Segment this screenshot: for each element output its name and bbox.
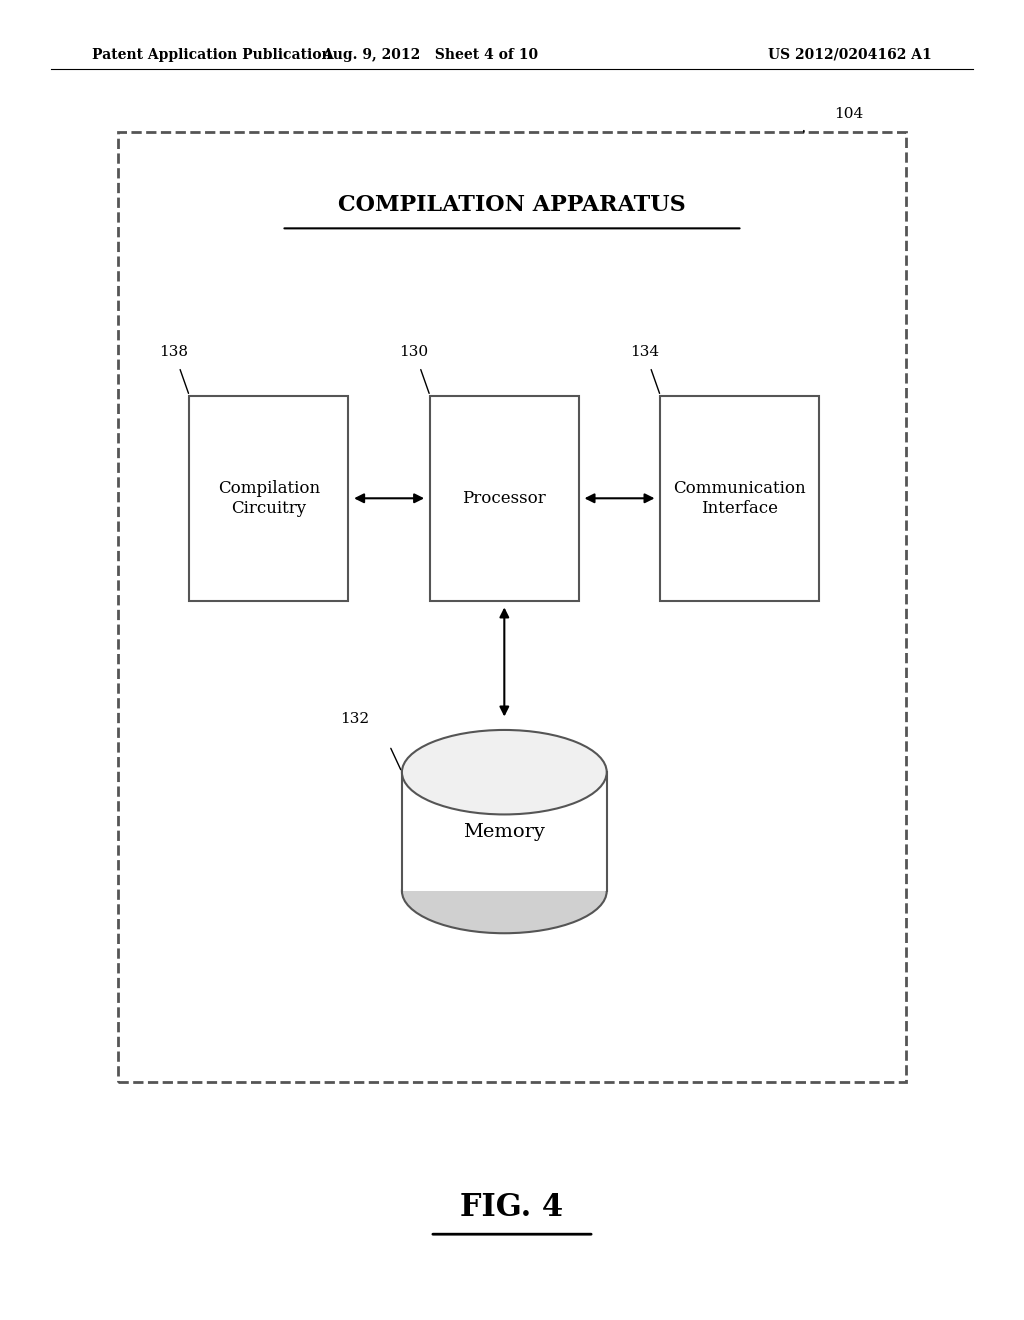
FancyBboxPatch shape — [118, 132, 906, 1082]
FancyBboxPatch shape — [430, 396, 579, 601]
Text: FIG. 4: FIG. 4 — [461, 1192, 563, 1224]
Text: Memory: Memory — [464, 822, 545, 841]
Text: COMPILATION APPARATUS: COMPILATION APPARATUS — [338, 194, 686, 215]
Ellipse shape — [401, 730, 606, 814]
Text: Processor: Processor — [463, 490, 546, 507]
Text: Patent Application Publication: Patent Application Publication — [92, 48, 332, 62]
Ellipse shape — [401, 849, 606, 933]
Text: Compilation
Circuitry: Compilation Circuitry — [218, 480, 319, 516]
Text: 134: 134 — [630, 345, 658, 359]
Text: US 2012/0204162 A1: US 2012/0204162 A1 — [768, 48, 932, 62]
FancyBboxPatch shape — [660, 396, 819, 601]
Text: 104: 104 — [835, 107, 864, 121]
Text: 132: 132 — [340, 711, 370, 726]
Text: 138: 138 — [159, 345, 187, 359]
FancyBboxPatch shape — [189, 396, 348, 601]
Text: Communication
Interface: Communication Interface — [674, 480, 806, 516]
Bar — [401, 772, 606, 891]
Text: 130: 130 — [399, 345, 428, 359]
Text: Aug. 9, 2012   Sheet 4 of 10: Aug. 9, 2012 Sheet 4 of 10 — [322, 48, 539, 62]
